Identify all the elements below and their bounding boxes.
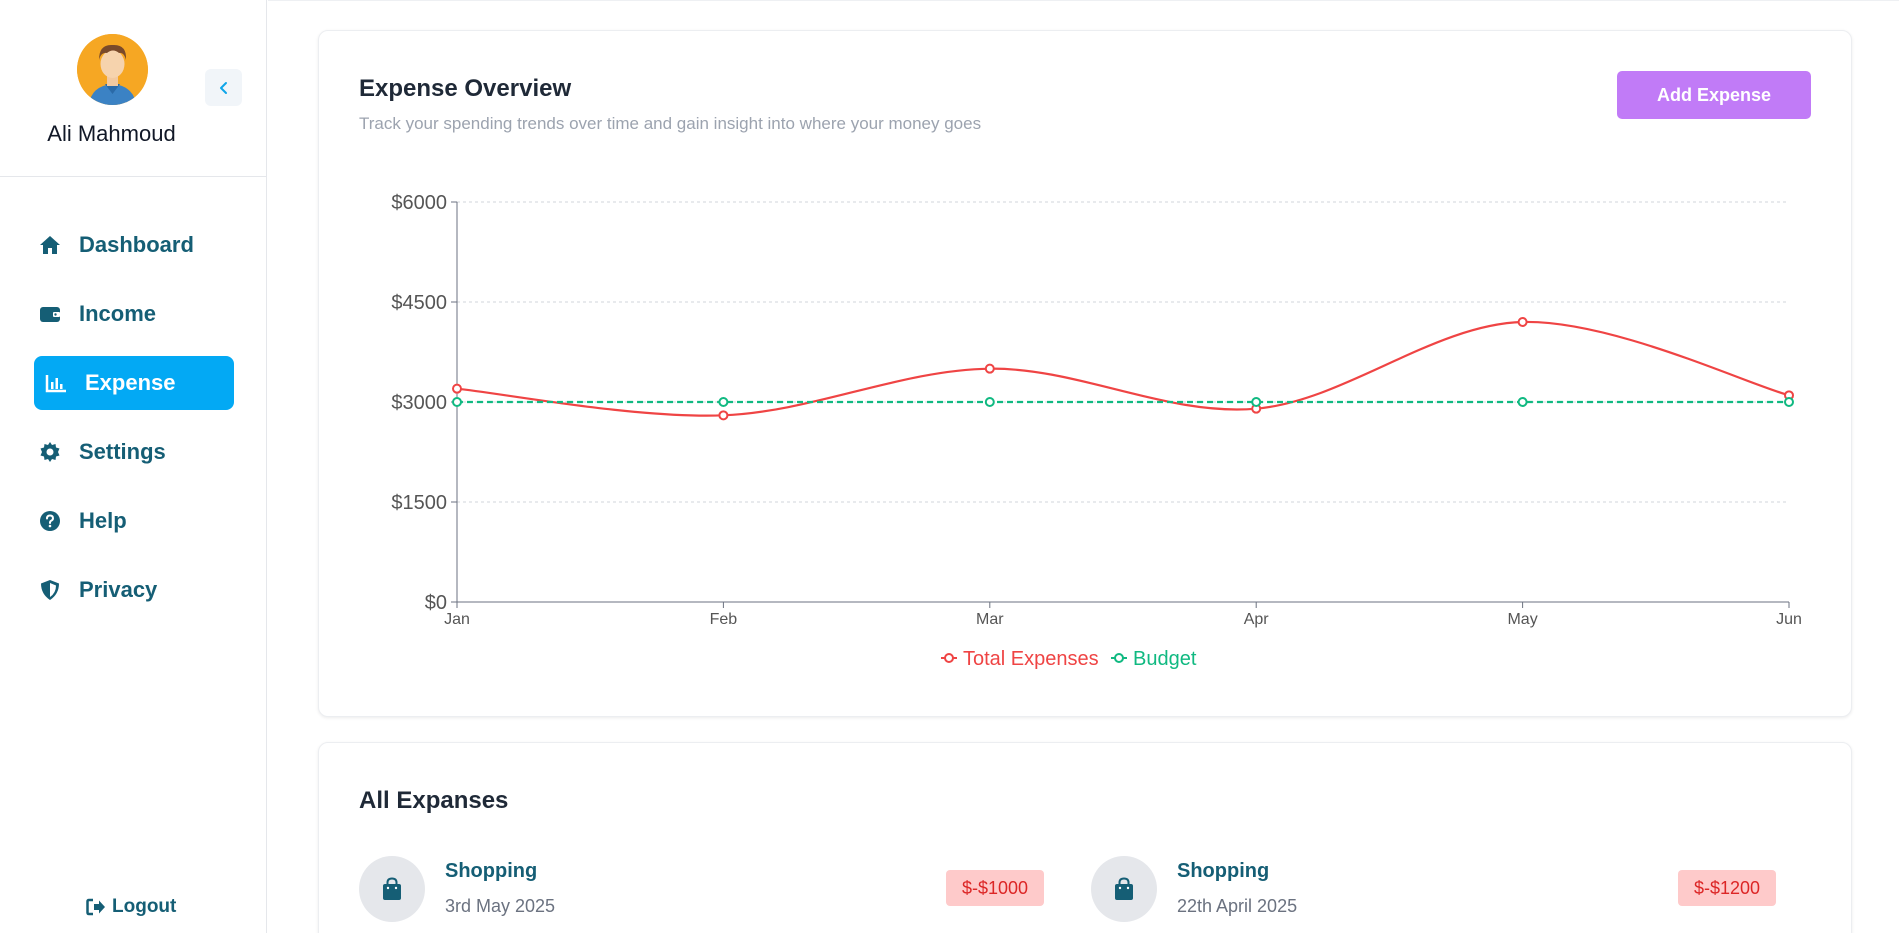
sidebar-item-label: Dashboard xyxy=(79,232,194,257)
expense-amount-badge: $-$1200 xyxy=(1677,870,1776,906)
sidebar-item-label: Income xyxy=(79,301,157,326)
total-expenses-point xyxy=(452,383,462,394)
expense-item[interactable]: Shopping 3rd May 2025 $-$1000 xyxy=(359,856,1044,922)
total-expenses-point xyxy=(1517,317,1528,327)
sidebar-item-income[interactable]: Income xyxy=(34,287,234,341)
gear-icon xyxy=(38,440,62,464)
y-tick-label: $1500 xyxy=(391,492,447,514)
expense-overview-card: Expense Overview Track your spending tre… xyxy=(318,30,1852,717)
profile-section: Ali Mahmoud xyxy=(0,0,267,177)
x-tick-label: May xyxy=(1507,611,1537,628)
budget-point xyxy=(1517,397,1528,407)
expense-line-chart: $0 $1500 $3000 $4500 $6000 Jan Feb Mar Apr May Jun… xyxy=(391,192,1802,670)
budget-point xyxy=(984,397,995,407)
logout-icon xyxy=(86,898,106,916)
shopping-bag-icon xyxy=(359,856,425,922)
expense-date: 22th April 2025 xyxy=(1177,896,1298,916)
avatar-illustration xyxy=(77,34,148,105)
collapse-sidebar-button[interactable] xyxy=(205,69,242,106)
x-tick-label: Feb xyxy=(710,611,738,628)
budget-point xyxy=(718,397,729,407)
y-tick-label: $6000 xyxy=(391,192,447,214)
y-tick-label: $3000 xyxy=(391,392,447,414)
x-tick-label: Jan xyxy=(444,611,470,628)
chevron-left-icon xyxy=(219,81,227,94)
expense-amount-badge: $-$1000 xyxy=(945,870,1044,906)
budget-point xyxy=(452,397,462,407)
add-expense-button[interactable]: Add Expense xyxy=(1617,71,1811,119)
expenses-title: All Expanses xyxy=(359,787,509,814)
overview-subtitle: Track your spending trends over time and… xyxy=(359,114,982,133)
sidebar-item-privacy[interactable]: Privacy xyxy=(34,563,234,617)
y-tick-label: $4500 xyxy=(391,292,447,314)
sidebar-item-settings[interactable]: Settings xyxy=(34,425,234,479)
sidebar-item-label: Expense xyxy=(85,370,176,395)
sidebar-item-expense[interactable]: Expense xyxy=(34,356,234,410)
user-name: Ali Mahmoud xyxy=(47,121,176,146)
wallet-icon xyxy=(38,302,62,326)
all-expenses-card: All Expanses Shopping 3rd May 2025 $-$10… xyxy=(318,742,1852,933)
expense-category: Shopping xyxy=(1177,860,1270,882)
sidebar-item-label: Help xyxy=(79,508,127,533)
total-expenses-point xyxy=(984,363,995,374)
total-expenses-point xyxy=(718,410,729,421)
legend-swatch-point xyxy=(944,653,954,663)
main-content: Expense Overview Track your spending tre… xyxy=(268,0,1899,933)
budget-point xyxy=(1251,397,1262,407)
x-tick-label: Jun xyxy=(1776,611,1802,628)
x-tick-label: Apr xyxy=(1244,611,1270,628)
budget-point xyxy=(1784,397,1794,407)
expense-item[interactable]: Shopping 22th April 2025 $-$1200 xyxy=(1091,856,1776,922)
sidebar-item-label: Privacy xyxy=(79,577,158,602)
total-expenses-line xyxy=(456,320,1790,417)
expense-date: 3rd May 2025 xyxy=(445,896,556,916)
shield-icon xyxy=(38,578,62,602)
sidebar-item-label: Settings xyxy=(79,439,166,464)
legend-label: Total Expenses xyxy=(963,648,1099,670)
sidebar-item-help[interactable]: Help xyxy=(34,494,234,548)
shopping-bag-icon xyxy=(1091,856,1157,922)
logout-button[interactable]: Logout xyxy=(86,896,176,918)
sidebar-item-dashboard[interactable]: Dashboard xyxy=(34,218,234,272)
avatar xyxy=(77,34,148,105)
sidebar-nav: Dashboard Income Expense Settings xyxy=(34,218,234,632)
home-icon xyxy=(38,233,62,257)
legend-swatch-point xyxy=(1114,653,1124,663)
question-circle-icon xyxy=(38,509,62,533)
x-tick-label: Mar xyxy=(976,611,1004,628)
overview-title: Expense Overview xyxy=(359,75,572,102)
legend-label: Budget xyxy=(1133,648,1197,670)
logout-label: Logout xyxy=(112,896,177,917)
bar-chart-icon xyxy=(44,371,68,395)
sidebar: Ali Mahmoud Dashboard Income Expense xyxy=(0,0,267,933)
expense-category: Shopping xyxy=(445,860,538,882)
y-tick-label: $0 xyxy=(425,592,447,614)
